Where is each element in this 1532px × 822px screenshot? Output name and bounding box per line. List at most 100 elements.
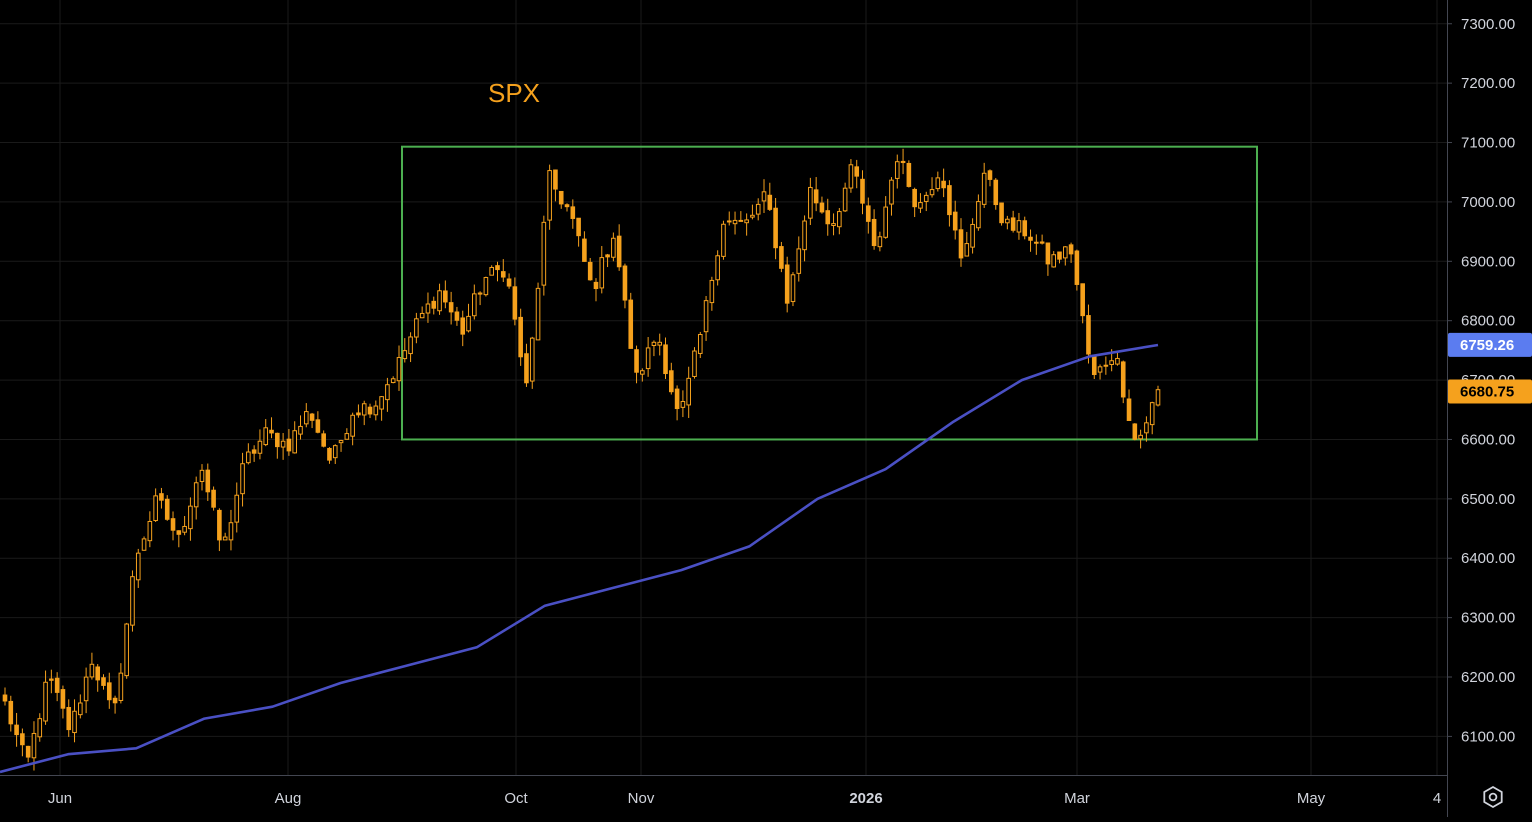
candle [1120,360,1126,404]
candle-body [1144,422,1149,434]
candle-body [379,396,384,410]
candle-body [529,337,535,382]
candle-body [802,220,807,251]
candle-body [483,277,489,296]
candle [443,280,448,309]
candle [425,292,431,323]
candle-body [153,495,158,522]
candle-body [605,254,610,258]
candle-body [796,248,802,274]
candle-body [738,219,744,222]
candle [106,672,112,709]
candle [640,368,645,382]
candle-body [49,678,54,681]
candle [981,162,987,208]
candle-body [1080,283,1085,317]
candle [744,213,749,236]
candle [83,667,89,714]
candle [448,291,454,325]
candle [506,273,512,289]
candle-body [900,160,906,164]
candle-body [564,204,570,208]
candle [912,187,917,218]
candle-body [443,290,448,303]
candle [373,400,379,421]
moving-average-value: 6759.26 [1460,337,1514,354]
candle [89,652,95,680]
candle [72,699,77,743]
candle-body [78,702,83,716]
candle [1010,210,1016,233]
candle-body [95,666,101,681]
candle [367,403,373,419]
candle [999,202,1004,226]
candle [1091,355,1097,379]
candle [20,728,25,757]
candle [1045,242,1051,276]
candle-body [999,202,1004,224]
candle-body [912,188,917,208]
candle [970,218,975,254]
candle [599,246,605,294]
candle [240,452,245,507]
chart-settings-button[interactable] [1483,785,1503,809]
candle [703,296,709,341]
candle [49,669,54,694]
candle-body [350,414,355,437]
candle-body [1074,250,1080,285]
candle-body [130,576,135,626]
candle [315,411,321,434]
candle-body [118,672,124,701]
y-tick-label: 7200.00 [1461,75,1515,92]
candle [1103,356,1109,375]
candle [860,170,865,215]
moving-average-value-tag: 6759.26 [1448,332,1532,357]
y-tick-label: 7100.00 [1461,135,1515,152]
candle-body [923,194,929,202]
y-axis-ticks: 6100.00 6200.00 6300.00 6400.00 6500.00 6600.… [1447,16,1515,745]
candle-body [686,377,691,406]
candle-body [466,315,471,332]
candle [1062,246,1068,266]
candle [269,417,274,439]
candle-body [170,518,176,531]
candle-body [8,700,14,725]
candle [524,343,529,387]
candle-body [1034,241,1039,244]
candle [512,277,518,326]
candle-body [228,522,234,541]
candle-body [570,206,576,219]
candle-body [309,413,315,421]
candle [634,345,639,384]
candle [327,447,332,464]
candle [419,306,425,319]
last-price-tag: 6680.75 [1448,379,1532,404]
candle [738,211,744,222]
candle-body [1109,360,1114,365]
candle-body [159,493,164,501]
candle [750,204,755,220]
x-tick-label: 2026 [849,790,882,807]
candle-body [425,303,431,314]
candle [964,231,970,257]
candle-body [576,217,581,237]
candle-body [234,494,240,523]
candle-body [193,482,199,508]
candle-body [489,266,494,276]
candle [900,148,906,175]
candle [657,333,663,356]
candle [871,209,877,250]
candle [1080,283,1085,324]
candle-body [246,451,251,464]
candle [217,508,222,552]
candle [228,509,234,551]
candle [141,536,147,551]
candle [14,712,19,747]
candle-body [1132,423,1138,440]
candle [344,428,350,440]
candle-body [402,350,408,360]
candle [170,511,176,541]
candle [222,532,228,541]
